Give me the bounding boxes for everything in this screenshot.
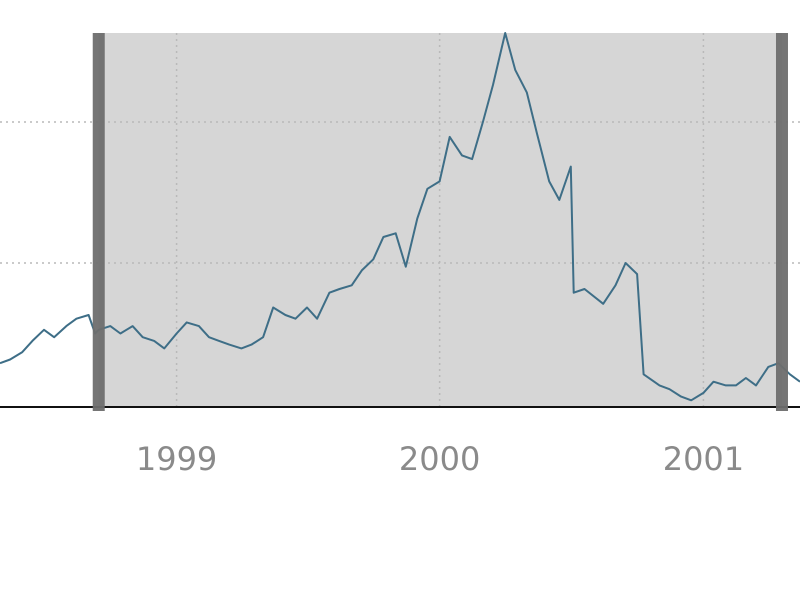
series-line-0 [0,32,800,402]
x-tick-label: 2001 [663,440,744,478]
brush-handle-left[interactable] [92,33,105,411]
x-tick-label: 2000 [399,440,480,478]
brush-handle-right[interactable] [775,33,788,411]
x-tick-label: 1999 [136,440,217,478]
